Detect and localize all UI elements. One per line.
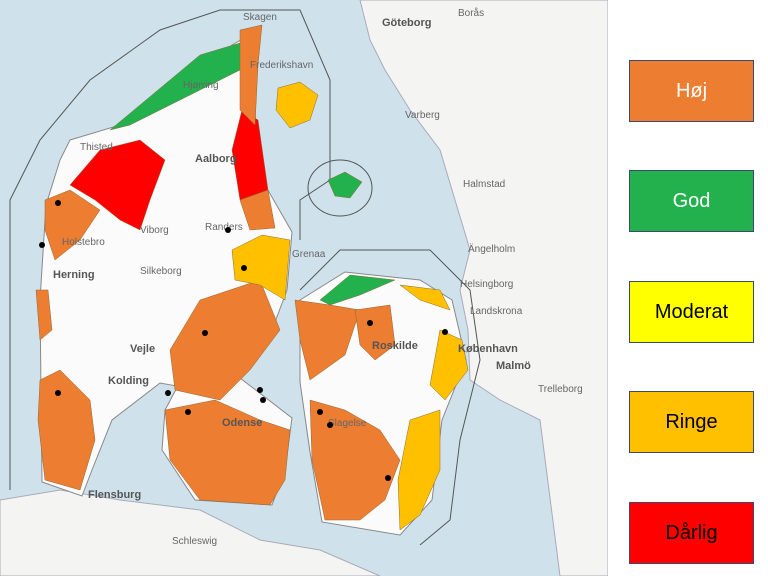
place-label: Helsingborg bbox=[460, 279, 513, 290]
place-label: Malmö bbox=[496, 360, 531, 372]
water-border bbox=[299, 249, 481, 546]
place-label: Silkeborg bbox=[140, 266, 182, 277]
place-label: Herning bbox=[53, 269, 95, 281]
place-label: Ängelholm bbox=[468, 243, 515, 255]
legend-item: Høj bbox=[629, 60, 754, 122]
place-label: Flensburg bbox=[88, 489, 141, 501]
place-label: Borås bbox=[458, 7, 484, 19]
water-area bbox=[169, 279, 281, 401]
water-area bbox=[327, 171, 363, 199]
legend-label: Moderat bbox=[654, 300, 729, 323]
legend-item: God bbox=[629, 170, 754, 232]
water-area bbox=[294, 299, 361, 381]
water-area bbox=[399, 284, 451, 311]
water-area bbox=[69, 139, 166, 231]
water-area bbox=[309, 399, 401, 521]
place-label: Hjørring bbox=[183, 80, 219, 91]
legend-item: Moderat bbox=[629, 281, 754, 343]
place-label: Randers bbox=[205, 222, 243, 233]
legend-label: Ringe bbox=[665, 410, 718, 433]
place-label: Vejle bbox=[130, 343, 155, 355]
place-label: Frederikshavn bbox=[250, 60, 313, 71]
water-area bbox=[231, 234, 291, 301]
water-area bbox=[239, 189, 276, 231]
place-label: København bbox=[458, 343, 518, 355]
place-label: Grenaa bbox=[292, 249, 326, 260]
place-label: Odense bbox=[222, 417, 262, 429]
place-label: Aalborg bbox=[195, 153, 237, 165]
place-label: Kolding bbox=[108, 375, 149, 387]
place-label: Slagelse bbox=[328, 418, 367, 429]
place-label: Trelleborg bbox=[538, 384, 583, 395]
place-label: Skagen bbox=[243, 12, 277, 23]
town-dots bbox=[39, 200, 448, 481]
water-area bbox=[164, 399, 291, 506]
legend-label: God bbox=[672, 189, 711, 212]
place-label: Holstebro bbox=[62, 237, 105, 248]
legend-label: Dårlig bbox=[665, 521, 718, 544]
legend-label: Høj bbox=[675, 79, 708, 102]
sweden bbox=[359, 0, 608, 576]
water-area bbox=[275, 81, 319, 129]
place-label: Varberg bbox=[405, 110, 440, 121]
place-label: Halmstad bbox=[463, 179, 505, 190]
water-area bbox=[429, 329, 469, 401]
legend-item: Dårlig bbox=[629, 502, 754, 564]
water-border bbox=[9, 9, 331, 240]
place-label: Landskrona bbox=[470, 306, 523, 317]
map: Skagen Göteborg Borås Frederikshavn Hjør… bbox=[0, 0, 608, 576]
water-area bbox=[354, 304, 396, 361]
water-area bbox=[37, 369, 96, 491]
water-area bbox=[397, 409, 441, 531]
water-area bbox=[319, 274, 396, 306]
place-label: Roskilde bbox=[372, 340, 418, 352]
place-label: Göteborg bbox=[382, 17, 432, 29]
place-label: Viborg bbox=[140, 225, 169, 236]
water-area bbox=[44, 189, 101, 261]
water-area bbox=[239, 24, 263, 126]
water-area bbox=[35, 289, 53, 341]
place-label: Thisted bbox=[80, 142, 113, 153]
legend-item: Ringe bbox=[629, 391, 754, 453]
water-border bbox=[307, 159, 373, 217]
place-label: Schleswig bbox=[172, 536, 217, 547]
